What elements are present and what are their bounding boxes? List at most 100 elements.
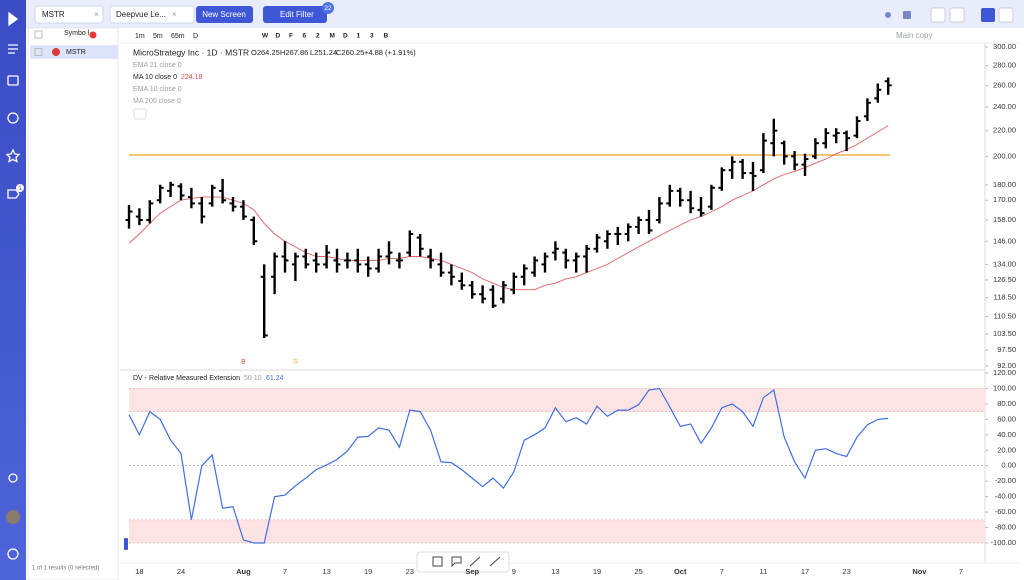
y-tick-label: 92.00 xyxy=(997,361,1016,370)
indicator-legend: MA 200 close 0 xyxy=(133,98,181,105)
collapse-button[interactable] xyxy=(133,108,147,120)
tab-close[interactable]: × xyxy=(172,10,177,19)
tab-label: Deepvue Le... xyxy=(116,10,166,19)
y-tick-label: -60.00 xyxy=(995,507,1016,516)
interval-button[interactable]: 5m xyxy=(153,33,163,40)
watchlist-symbol[interactable]: MSTR xyxy=(66,49,86,56)
x-tick-label: 9 xyxy=(512,567,516,576)
y-tick-label: 0.00 xyxy=(1001,461,1016,470)
new-screen-button[interactable] xyxy=(196,6,253,23)
x-tick-label: 7 xyxy=(959,567,963,576)
shortcut-button[interactable]: B xyxy=(384,33,389,40)
x-tick-label: 7 xyxy=(720,567,724,576)
alert-badge: 1 xyxy=(18,186,22,192)
x-tick-label: 18 xyxy=(135,567,143,576)
drawing-tools[interactable] xyxy=(432,556,501,568)
button-label: Edit Filter xyxy=(280,10,314,19)
shortcut-button[interactable]: D xyxy=(343,33,348,40)
y-tick-label: 110.50 xyxy=(994,311,1016,320)
watchlist-panel xyxy=(27,27,119,580)
checkbox[interactable] xyxy=(34,30,43,39)
band xyxy=(129,388,985,412)
y-tick-label: 40.00 xyxy=(997,430,1016,439)
y-tick-label: 170.00 xyxy=(993,195,1016,204)
tab[interactable] xyxy=(109,5,195,24)
interval-button[interactable]: 65m xyxy=(171,33,185,40)
x-tick-label: 23 xyxy=(842,567,850,576)
x-tick-label: 13 xyxy=(551,567,559,576)
interval-button[interactable]: 1m xyxy=(135,33,145,40)
y-tick-label: 126.50 xyxy=(993,275,1016,284)
y-tick-label: 200.00 xyxy=(993,151,1016,160)
shortcut-button[interactable]: F xyxy=(289,33,293,40)
x-tick-label: 11 xyxy=(760,567,768,576)
indicator-legend: EMA 10 close 0 xyxy=(133,86,182,93)
tab[interactable] xyxy=(34,5,104,24)
y-tick-label: 134.00 xyxy=(993,259,1016,268)
y-tick-label: -100.00 xyxy=(991,538,1016,547)
y-tick-label: 158.00 xyxy=(993,215,1016,224)
y-tick-label: 280.00 xyxy=(993,61,1016,70)
badge xyxy=(16,184,24,192)
row-highlight[interactable] xyxy=(30,45,118,59)
layout-select[interactable] xyxy=(885,30,965,41)
indicator-value: 61.24 xyxy=(266,375,284,382)
y-tick-label: 100.00 xyxy=(993,383,1016,392)
y-tick-label: 20.00 xyxy=(997,445,1016,454)
shortcut-button[interactable]: D xyxy=(276,33,281,40)
y-tick-label: 300.00 xyxy=(993,42,1016,51)
chart-title: MicroStrategy Inc · 1D · MSTR xyxy=(133,47,249,57)
shortcut-button[interactable]: 1 xyxy=(357,33,361,40)
edit-filter-button[interactable] xyxy=(263,6,327,23)
x-tick-label: 13 xyxy=(322,567,330,576)
indicator-line xyxy=(128,387,889,544)
tab-label: MSTR xyxy=(42,10,65,19)
interval-button[interactable]: D xyxy=(193,33,198,40)
y-tick-label: 103.50 xyxy=(993,329,1016,338)
x-tick-label: 25 xyxy=(634,567,642,576)
x-tick-label: 19 xyxy=(593,567,601,576)
results-count: 1 of 1 results (0 selected) xyxy=(32,566,99,572)
plot: 300.00280.00260.00240.00220.00200.00180.… xyxy=(125,42,1016,576)
y-tick-label: 97.50 xyxy=(997,345,1016,354)
y-tick-label: 220.00 xyxy=(993,126,1016,135)
filter-count: 22 xyxy=(324,5,332,12)
drawing-toolbar[interactable] xyxy=(416,551,510,573)
tab-close[interactable]: × xyxy=(94,10,99,19)
y-tick-label: 146.00 xyxy=(993,236,1016,245)
indicator-legend: EMA 21 close 0 xyxy=(133,62,182,69)
shortcut-button[interactable]: M xyxy=(330,33,335,40)
indicator-title: DV - Relative Measured Extension xyxy=(133,375,240,382)
layout-name: Main copy xyxy=(896,31,932,40)
ohlc-close: C260.25 xyxy=(336,48,364,57)
shortcut-button[interactable]: 3 xyxy=(370,33,374,40)
indicator-params: 50 10 xyxy=(244,375,262,382)
top-icons[interactable] xyxy=(885,7,1014,23)
scroll-handle[interactable] xyxy=(124,538,128,550)
ma-value: 224.18 xyxy=(181,74,203,81)
indicator-legend: MA 10 close 0 xyxy=(133,74,177,81)
signal-marker: S xyxy=(293,359,298,366)
shortcut-button[interactable]: 6 xyxy=(303,33,307,40)
y-tick-label: 60.00 xyxy=(997,414,1016,423)
ohlc-open: O264.25 xyxy=(251,48,280,57)
watchlist-header: Symbo l xyxy=(64,30,90,37)
y-tick-label: -20.00 xyxy=(995,476,1016,485)
sidebar-icons[interactable] xyxy=(5,11,21,560)
checkbox[interactable] xyxy=(34,48,43,56)
ma-line xyxy=(128,125,889,291)
avatar[interactable] xyxy=(6,510,20,524)
shortcut-button[interactable]: 2 xyxy=(316,33,320,40)
ohlc-change: +4.88 (+1.91%) xyxy=(364,48,416,57)
shortcut-button[interactable]: W xyxy=(262,33,269,40)
x-tick-label: 19 xyxy=(364,567,372,576)
y-tick-label: 260.00 xyxy=(993,81,1016,90)
signal-marker: B xyxy=(241,359,245,366)
y-tick-label: 180.00 xyxy=(993,180,1016,189)
x-tick-label: 7 xyxy=(283,567,287,576)
x-tick-label: Sep xyxy=(465,567,479,576)
y-tick-label: 240.00 xyxy=(993,102,1016,111)
sidebar xyxy=(0,0,26,580)
flag xyxy=(89,31,97,39)
